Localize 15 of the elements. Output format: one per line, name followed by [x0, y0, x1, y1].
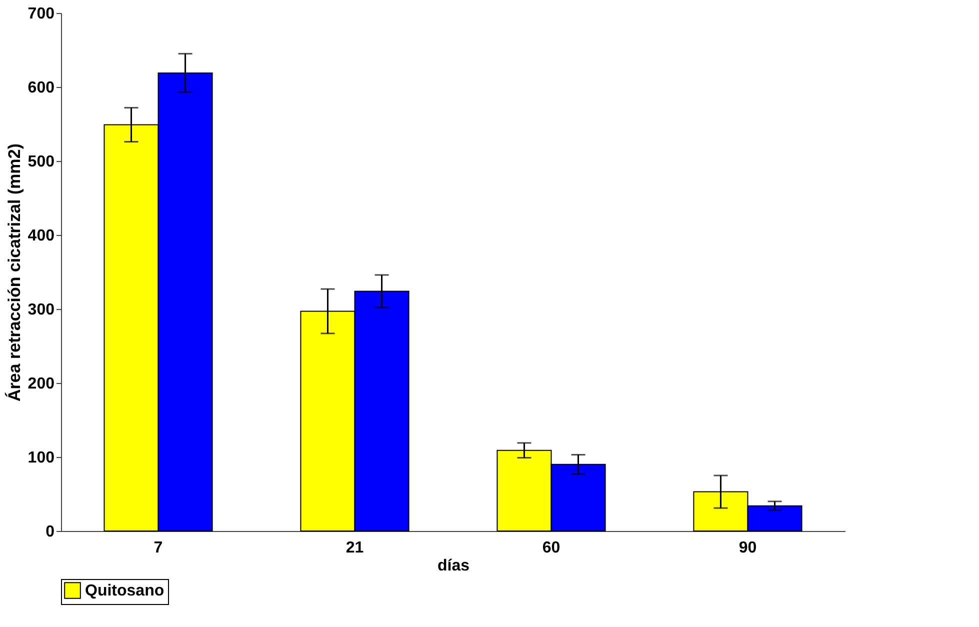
y-tick-label: 100 [28, 450, 55, 466]
y-tick-label: 0 [46, 524, 55, 540]
y-tick-label: 500 [28, 154, 55, 170]
y-axis-title: Área retracción cicatrizal (mm2) [4, 144, 24, 402]
legend-label: Quitosano [85, 582, 164, 600]
x-tick-label: 60 [542, 540, 560, 556]
y-tick-label: 300 [28, 302, 55, 318]
y-tick-label: 700 [28, 6, 55, 22]
y-tick-label: 400 [28, 228, 55, 244]
y-tick-label: 600 [28, 80, 55, 96]
y-tick-label: 200 [28, 376, 55, 392]
x-tick-label: 7 [154, 540, 163, 556]
x-tick-label: 90 [738, 540, 757, 556]
x-tick-label: 21 [346, 540, 364, 556]
x-axis-title: días [437, 558, 470, 574]
